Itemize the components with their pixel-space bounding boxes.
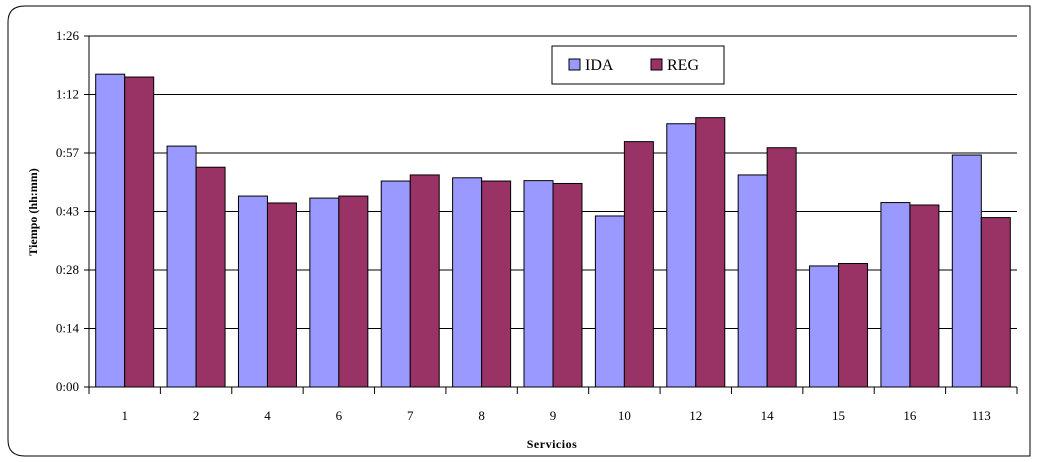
bar-reg-16 [909,204,940,388]
bar-ida-12 [666,123,697,388]
legend-box [551,45,725,85]
axes: 0:000:140:280:430:571:121:261 2 4 6 7 8 9 10 12 1… [56,28,1018,423]
bar-ida-16 [880,202,911,388]
bar-reg-8 [481,180,512,388]
y-tick-label: 1:26 [56,28,80,43]
y-tick-label: 0:57 [56,145,80,160]
y-tick-label: 0:14 [56,321,80,336]
x-tick-label: 4 [264,408,271,423]
bar-reg-12 [695,117,726,388]
bar-ida-2 [166,145,197,388]
x-tick-label: 7 [407,408,414,423]
bar-ida-9 [523,180,554,388]
x-tick-label: 10 [618,408,631,423]
x-axis-title: Servicios [527,437,578,451]
bar-ida-4 [237,195,268,388]
y-tick-label: 0:28 [56,262,79,277]
bars [95,73,1011,388]
bar-reg-6 [338,195,369,388]
bar-ida-113 [951,154,982,388]
x-tick-label: 113 [972,408,991,423]
y-axis-title: Tiempo (hh:mm) [26,168,40,255]
bar-reg-14 [766,147,797,388]
bar-ida-10 [594,215,625,388]
x-tick-label: 14 [761,408,775,423]
x-tick-label: 12 [689,408,702,423]
bar-reg-1 [124,76,155,388]
legend: IDA REG [551,45,725,85]
x-tick-label: 6 [336,408,343,423]
bar-reg-10 [623,141,654,388]
bar-reg-4 [266,202,297,388]
x-tick-label: 8 [478,408,485,423]
chart-frame [7,5,1031,457]
bar-ida-7 [380,180,411,388]
x-tick-label: 2 [193,408,200,423]
y-tick-label: 1:12 [56,87,79,102]
x-tick-label: 16 [903,408,917,423]
legend-swatch-reg [650,58,663,71]
bar-ida-6 [309,197,340,388]
bar-reg-2 [195,166,226,388]
y-tick-label: 0:43 [56,204,79,219]
bar-reg-113 [980,217,1011,388]
bar-ida-14 [737,174,768,388]
x-tick-label: 1 [121,408,128,423]
bar-reg-7 [409,174,440,388]
legend-swatch-ida [568,58,581,71]
x-tick-label: 9 [550,408,557,423]
bar-reg-15 [838,263,869,388]
legend-label-ida: IDA [585,57,614,74]
bar-ida-1 [95,73,126,388]
y-tick-label: 0:00 [56,379,79,394]
bar-ida-15 [809,265,840,388]
bar-reg-9 [552,182,583,388]
legend-label-reg: REG [667,57,699,74]
bar-ida-8 [452,177,483,388]
x-tick-label: 15 [832,408,845,423]
